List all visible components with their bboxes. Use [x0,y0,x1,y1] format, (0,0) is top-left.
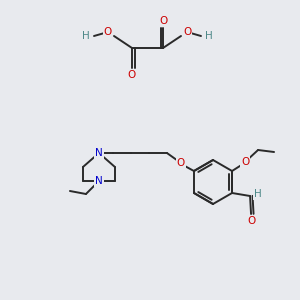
Text: N: N [95,176,103,186]
Text: H: H [205,31,213,41]
Text: O: O [241,157,249,167]
Text: O: O [177,158,185,168]
Text: O: O [183,27,191,37]
Text: N: N [95,148,103,158]
Text: H: H [254,189,262,199]
Text: O: O [104,27,112,37]
Text: O: O [247,216,255,226]
Text: H: H [82,31,90,41]
Text: O: O [128,70,136,80]
Text: O: O [159,16,167,26]
